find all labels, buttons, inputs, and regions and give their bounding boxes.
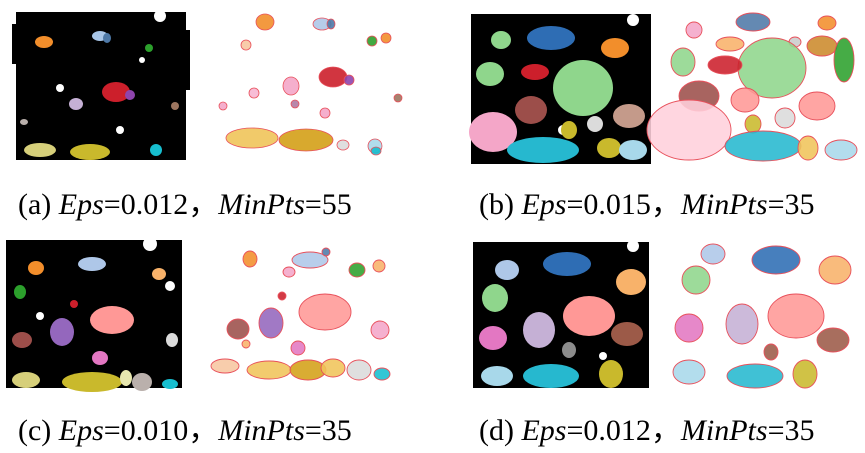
panel-d-cluster-map bbox=[479, 252, 646, 388]
panel-c-image bbox=[6, 237, 391, 392]
panel-a-convex-hulls bbox=[218, 13, 403, 156]
panel-b-caption: (b) Eps=0.015，MinPts=35 bbox=[479, 190, 815, 220]
panel-c-minpts-label: MinPts bbox=[218, 414, 305, 447]
panel-b-convex-hulls bbox=[646, 12, 858, 162]
panel-c-letter: (c) bbox=[18, 414, 52, 447]
panel-a-letter: (a) bbox=[18, 188, 52, 221]
panel-a-caption: (a) Eps=0.012，MinPts=55 bbox=[18, 190, 352, 220]
panel-a-eps-label: Eps bbox=[58, 188, 104, 221]
panel-c-convex-hulls bbox=[210, 247, 391, 381]
panel-a-minpts-label: MinPts bbox=[218, 188, 305, 221]
panel-c-eps-label: Eps bbox=[58, 414, 104, 447]
panel-c-eps-value: =0.010， bbox=[103, 414, 219, 447]
panel-b-cluster-map bbox=[469, 26, 647, 163]
panel-a-eps-value: =0.012， bbox=[103, 188, 219, 221]
panel-c-cluster-map bbox=[12, 257, 178, 392]
panel-d-eps-value: =0.012， bbox=[566, 414, 681, 447]
panel-c: (c) Eps=0.010，MinPts=35 bbox=[0, 226, 432, 453]
panel-a-cluster-map bbox=[20, 31, 179, 160]
panel-b-letter: (b) bbox=[479, 188, 514, 221]
panel-b-eps-label: Eps bbox=[521, 188, 567, 221]
panel-b: (b) Eps=0.015，MinPts=35 bbox=[433, 0, 865, 226]
panel-d-minpts-value: =35 bbox=[767, 414, 815, 447]
panel-d-convex-hulls bbox=[672, 243, 852, 389]
panel-a-minpts-value: =55 bbox=[304, 188, 352, 221]
panel-d-minpts-label: MinPts bbox=[680, 414, 768, 447]
panel-d-eps-label: Eps bbox=[521, 414, 567, 447]
panel-b-image bbox=[469, 12, 858, 164]
panel-a: (a) Eps=0.012，MinPts=55 bbox=[0, 0, 432, 226]
panel-d-letter: (d) bbox=[479, 414, 514, 447]
panel-c-caption: (c) Eps=0.010，MinPts=35 bbox=[18, 416, 352, 446]
panel-c-minpts-value: =35 bbox=[304, 414, 352, 447]
panel-d-caption: (d) Eps=0.012，MinPts=35 bbox=[479, 416, 815, 446]
panel-a-image bbox=[12, 10, 403, 160]
panel-d: (d) Eps=0.012，MinPts=35 bbox=[433, 226, 865, 453]
panel-b-minpts-value: =35 bbox=[767, 188, 815, 221]
panel-b-minpts-label: MinPts bbox=[680, 188, 768, 221]
panel-b-eps-value: =0.015， bbox=[566, 188, 681, 221]
panel-d-image bbox=[473, 240, 852, 389]
